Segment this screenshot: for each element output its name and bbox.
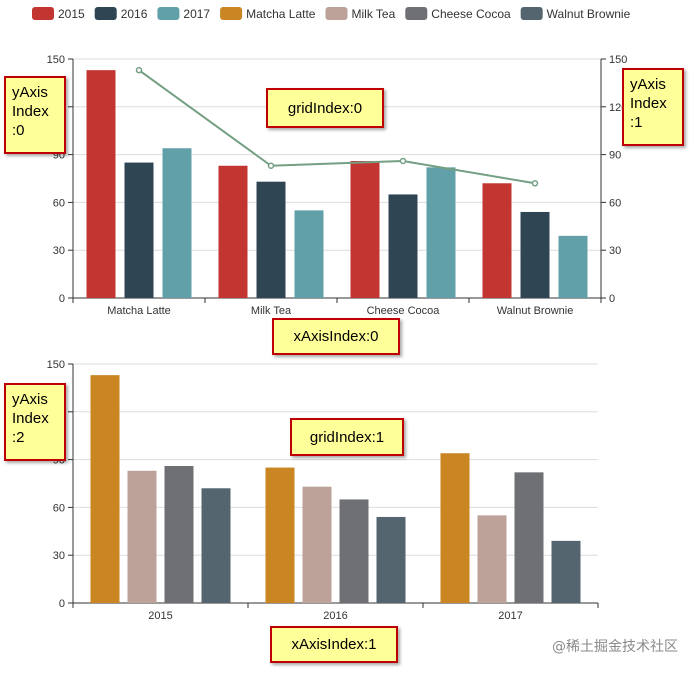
bar — [477, 515, 507, 603]
bar — [551, 540, 581, 603]
legend-item-0[interactable]: 2015 — [32, 7, 85, 21]
y-tick-label: 0 — [59, 293, 65, 305]
legend-label: Cheese Cocoa — [431, 7, 511, 21]
bar — [339, 499, 369, 603]
legend-item-2[interactable]: 2017 — [157, 7, 210, 21]
legend-item-1[interactable]: 2016 — [94, 7, 148, 21]
chart-top: 03060901201500306090120150Matcha LatteMi… — [47, 54, 628, 317]
x-tick-label: 2017 — [498, 610, 522, 622]
y-tick-label: 150 — [47, 54, 65, 66]
annotation-yaxis-index-2: yAxis Index :2 — [4, 383, 66, 461]
bar — [127, 470, 157, 603]
line-point — [531, 180, 539, 187]
bar — [376, 516, 406, 603]
line-point — [135, 66, 143, 74]
legend-swatch — [157, 7, 180, 20]
bar — [302, 486, 332, 603]
x-tick-label: Milk Tea — [251, 305, 292, 317]
bar — [86, 70, 116, 298]
y-tick-label: 60 — [53, 502, 65, 514]
legend-item-6[interactable]: Walnut Brownie — [520, 7, 631, 21]
bar — [558, 235, 588, 298]
legend[interactable]: 2015 2016 2017 Matcha Latte Milk Tea Cheese C… — [32, 7, 631, 21]
y-tick-label: 150 — [47, 359, 65, 371]
x-tick-label: Matcha Latte — [107, 305, 171, 317]
y2-tick-label: 60 — [609, 197, 621, 209]
annotation-grid-index-0: gridIndex:0 — [266, 88, 384, 128]
bar — [482, 183, 512, 298]
bar — [350, 160, 380, 298]
x-tick-label: Cheese Cocoa — [367, 305, 441, 317]
y-tick-label: 0 — [59, 598, 65, 610]
bar — [520, 211, 550, 298]
legend-swatch — [520, 7, 543, 20]
y2-tick-label: 150 — [609, 54, 627, 66]
legend-label: 2017 — [183, 7, 210, 21]
annotation-grid-index-1: gridIndex:1 — [290, 418, 404, 456]
y2-tick-label: 90 — [609, 150, 621, 162]
bar — [90, 375, 120, 603]
legend-item-4[interactable]: Milk Tea — [325, 7, 396, 21]
x-tick-label: 2015 — [148, 610, 172, 622]
annotation-xaxis-index-1: xAxisIndex:1 — [270, 626, 398, 663]
y2-tick-label: 30 — [609, 245, 621, 257]
annotation-yaxis-index-1: yAxis Index :1 — [622, 68, 684, 146]
bar — [124, 162, 154, 298]
annotation-xaxis-index-0: xAxisIndex:0 — [272, 318, 400, 355]
legend-label: Matcha Latte — [246, 7, 316, 21]
legend-label: Milk Tea — [351, 7, 395, 21]
y-tick-label: 60 — [53, 197, 65, 209]
y-tick-label: 30 — [53, 245, 65, 257]
bar — [388, 194, 418, 298]
line-point — [267, 162, 275, 170]
x-tick-label: 2016 — [323, 610, 347, 622]
watermark: @稀土掘金技术社区 — [552, 639, 678, 655]
bar — [440, 453, 470, 603]
bar — [294, 210, 324, 298]
bar — [201, 488, 231, 603]
y-tick-label: 30 — [53, 550, 65, 562]
bar — [256, 181, 286, 298]
bar — [265, 467, 295, 603]
y2-tick-label: 0 — [609, 293, 615, 305]
bar — [162, 148, 192, 298]
legend-swatch — [405, 7, 428, 20]
bar — [164, 465, 194, 603]
legend-swatch — [32, 7, 54, 20]
legend-swatch — [325, 7, 348, 20]
annotation-yaxis-index-0: yAxis Index :0 — [4, 76, 66, 154]
legend-label: 2016 — [121, 7, 148, 21]
chart-bottom: 0306090120150201520162017 — [47, 359, 599, 622]
line-series — [138, 69, 536, 185]
bar — [218, 165, 248, 298]
bar — [514, 472, 544, 603]
legend-label: Walnut Brownie — [547, 7, 631, 21]
x-tick-label: Walnut Brownie — [497, 305, 574, 317]
line-point — [399, 157, 407, 165]
legend-swatch — [94, 7, 117, 20]
legend-label: 2015 — [58, 7, 85, 21]
bar — [426, 167, 456, 298]
legend-item-5[interactable]: Cheese Cocoa — [405, 7, 511, 21]
legend-item-3[interactable]: Matcha Latte — [220, 7, 316, 21]
legend-swatch — [220, 7, 243, 20]
